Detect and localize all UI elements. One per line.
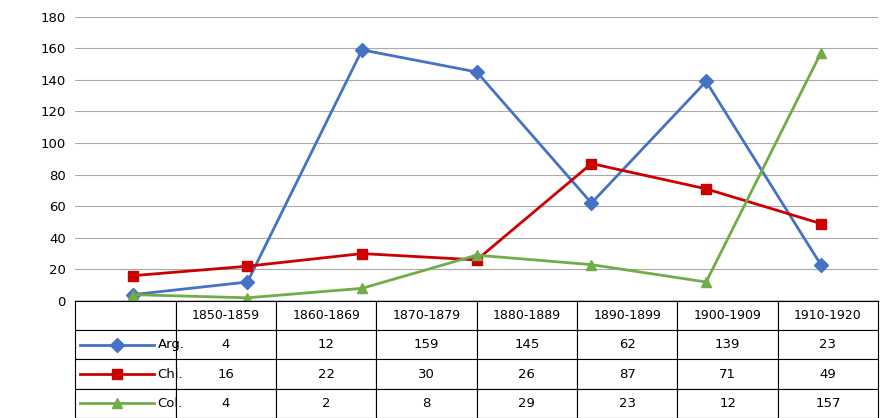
Text: Col.: Col. <box>158 397 183 410</box>
Col. <box>471 252 482 257</box>
Chi. <box>814 221 825 226</box>
Arg. <box>586 201 596 206</box>
Chi. <box>586 161 596 166</box>
Col. <box>814 51 825 56</box>
Text: Chi.: Chi. <box>158 367 183 381</box>
Col. <box>356 286 367 291</box>
Arg. <box>471 69 482 74</box>
Arg. <box>814 262 825 267</box>
Chi. <box>700 186 711 191</box>
Col. <box>700 280 711 285</box>
Chi. <box>242 264 253 269</box>
Chi. <box>471 257 482 263</box>
Arg. <box>242 280 253 285</box>
Chi. <box>356 251 367 256</box>
Col. <box>586 262 596 267</box>
Line: Col.: Col. <box>128 48 825 303</box>
Line: Arg.: Arg. <box>128 45 825 300</box>
Arg. <box>700 79 711 84</box>
Col. <box>128 292 138 297</box>
Arg. <box>128 292 138 297</box>
Chi. <box>128 273 138 278</box>
Text: Arg.: Arg. <box>158 338 184 352</box>
Col. <box>242 295 253 300</box>
Arg. <box>356 47 367 52</box>
Line: Chi.: Chi. <box>128 159 825 280</box>
